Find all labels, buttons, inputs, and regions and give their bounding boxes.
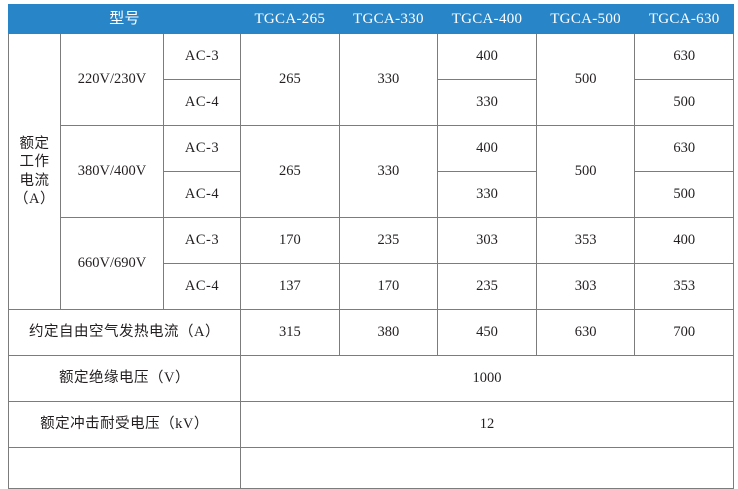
- cell-380v-ac3-tgca630: 630: [634, 125, 734, 172]
- utilization-category-ac4: AC-4: [162, 263, 242, 310]
- table-row-220v-ac4: AC-4 330 500: [9, 79, 734, 126]
- header-model-label: 型号: [7, 4, 242, 34]
- cell-660v-ac3-tgca630: 400: [634, 217, 734, 264]
- cell-220v-tgca265: 265: [240, 33, 340, 126]
- cell-660v-ac3-tgca400: 303: [437, 217, 537, 264]
- voltage-group-220v: 220V/230V: [60, 33, 164, 126]
- cell-660v-ac4-tgca630: 353: [634, 263, 734, 310]
- table-row-380v-ac4: AC-4 330 500: [9, 171, 734, 218]
- category-line-3: 电流: [19, 172, 50, 189]
- table-row-insulation-voltage: 额定绝缘电压（V） 1000: [7, 355, 734, 402]
- header-model-tgca-630: TGCA-630: [634, 4, 734, 34]
- cell-thermal-tgca330: 380: [338, 309, 439, 356]
- table-header-row: 型号 TGCA-265 TGCA-330 TGCA-400 TGCA-500 T…: [7, 4, 734, 34]
- cell-220v-tgca330: 330: [338, 33, 439, 126]
- cell-220v-ac4-tgca630: 500: [634, 79, 734, 126]
- header-model-tgca-400: TGCA-400: [437, 4, 537, 34]
- table-row-impulse-voltage: 额定冲击耐受电压（kV） 12: [7, 401, 734, 448]
- cell-660v-ac4-tgca330: 170: [338, 263, 439, 310]
- utilization-category-ac4: AC-4: [162, 79, 242, 126]
- table-row-thermal-current: 约定自由空气发热电流（A） 315 380 450 630 700: [7, 309, 734, 356]
- category-line-4: （A）: [14, 190, 55, 207]
- cell-380v-tgca330: 330: [338, 125, 439, 218]
- cell-660v-ac3-tgca330: 235: [338, 217, 439, 264]
- clipped-value-cell: [240, 447, 734, 489]
- cell-660v-ac3-tgca500: 353: [535, 217, 636, 264]
- category-line-1: 额定: [19, 136, 50, 153]
- cell-380v-ac4-tgca400: 330: [437, 171, 537, 218]
- rated-current-category-label: 额定 工作 电流 （A）: [8, 33, 61, 310]
- cell-220v-ac3-tgca630: 630: [634, 33, 734, 80]
- table-row-380v-ac3: 380V/400V AC-3 265 330 400 500 630: [9, 125, 734, 218]
- technical-specification-table: 型号 TGCA-265 TGCA-330 TGCA-400 TGCA-500 T…: [7, 4, 734, 489]
- table-row-660v-ac4: AC-4 137 170 235 303 353: [9, 263, 734, 310]
- cell-660v-ac3-tgca265: 170: [240, 217, 340, 264]
- utilization-category-ac3: AC-3: [162, 33, 242, 80]
- spec-sheet: 型号 TGCA-265 TGCA-330 TGCA-400 TGCA-500 T…: [7, 4, 734, 489]
- cell-220v-ac3-tgca400: 400: [437, 33, 537, 80]
- label-impulse-voltage: 额定冲击耐受电压（kV）: [7, 401, 242, 448]
- header-model-tgca-500: TGCA-500: [535, 4, 636, 34]
- cell-660v-ac4-tgca400: 235: [437, 263, 537, 310]
- voltage-group-660v: 660V/690V: [60, 217, 164, 310]
- cell-thermal-tgca500: 630: [535, 309, 636, 356]
- table-row-660v-ac3: 660V/690V AC-3 170 235 303 353 400: [9, 217, 734, 310]
- cell-thermal-tgca265: 315: [240, 309, 340, 356]
- table-row-220v-ac3: 额定 工作 电流 （A） 220V/230V AC-3 265 330 400 …: [8, 33, 734, 310]
- cell-380v-tgca500: 500: [535, 125, 636, 218]
- voltage-group-380v: 380V/400V: [60, 125, 164, 218]
- cell-220v-ac4-tgca400: 330: [437, 79, 537, 126]
- cell-thermal-tgca630: 700: [634, 309, 734, 356]
- utilization-category-ac3: AC-3: [162, 217, 242, 264]
- cell-660v-ac4-tgca500: 303: [535, 263, 636, 310]
- cell-380v-ac3-tgca400: 400: [437, 125, 537, 172]
- header-model-tgca-330: TGCA-330: [338, 4, 439, 34]
- table-row-clipped: [7, 447, 734, 489]
- utilization-category-ac3: AC-3: [162, 125, 242, 172]
- cell-660v-ac4-tgca265: 137: [240, 263, 340, 310]
- cell-380v-ac4-tgca630: 500: [634, 171, 734, 218]
- cell-220v-tgca500: 500: [535, 33, 636, 126]
- value-insulation-voltage: 1000: [240, 355, 734, 402]
- header-model-tgca-265: TGCA-265: [240, 4, 340, 34]
- cell-380v-tgca265: 265: [240, 125, 340, 218]
- value-impulse-voltage: 12: [240, 401, 734, 448]
- utilization-category-ac4: AC-4: [162, 171, 242, 218]
- clipped-label-cell: [7, 447, 242, 489]
- label-thermal-current: 约定自由空气发热电流（A）: [7, 309, 242, 356]
- category-line-2: 工作: [19, 154, 50, 171]
- label-insulation-voltage: 额定绝缘电压（V）: [7, 355, 242, 402]
- cell-thermal-tgca400: 450: [437, 309, 537, 356]
